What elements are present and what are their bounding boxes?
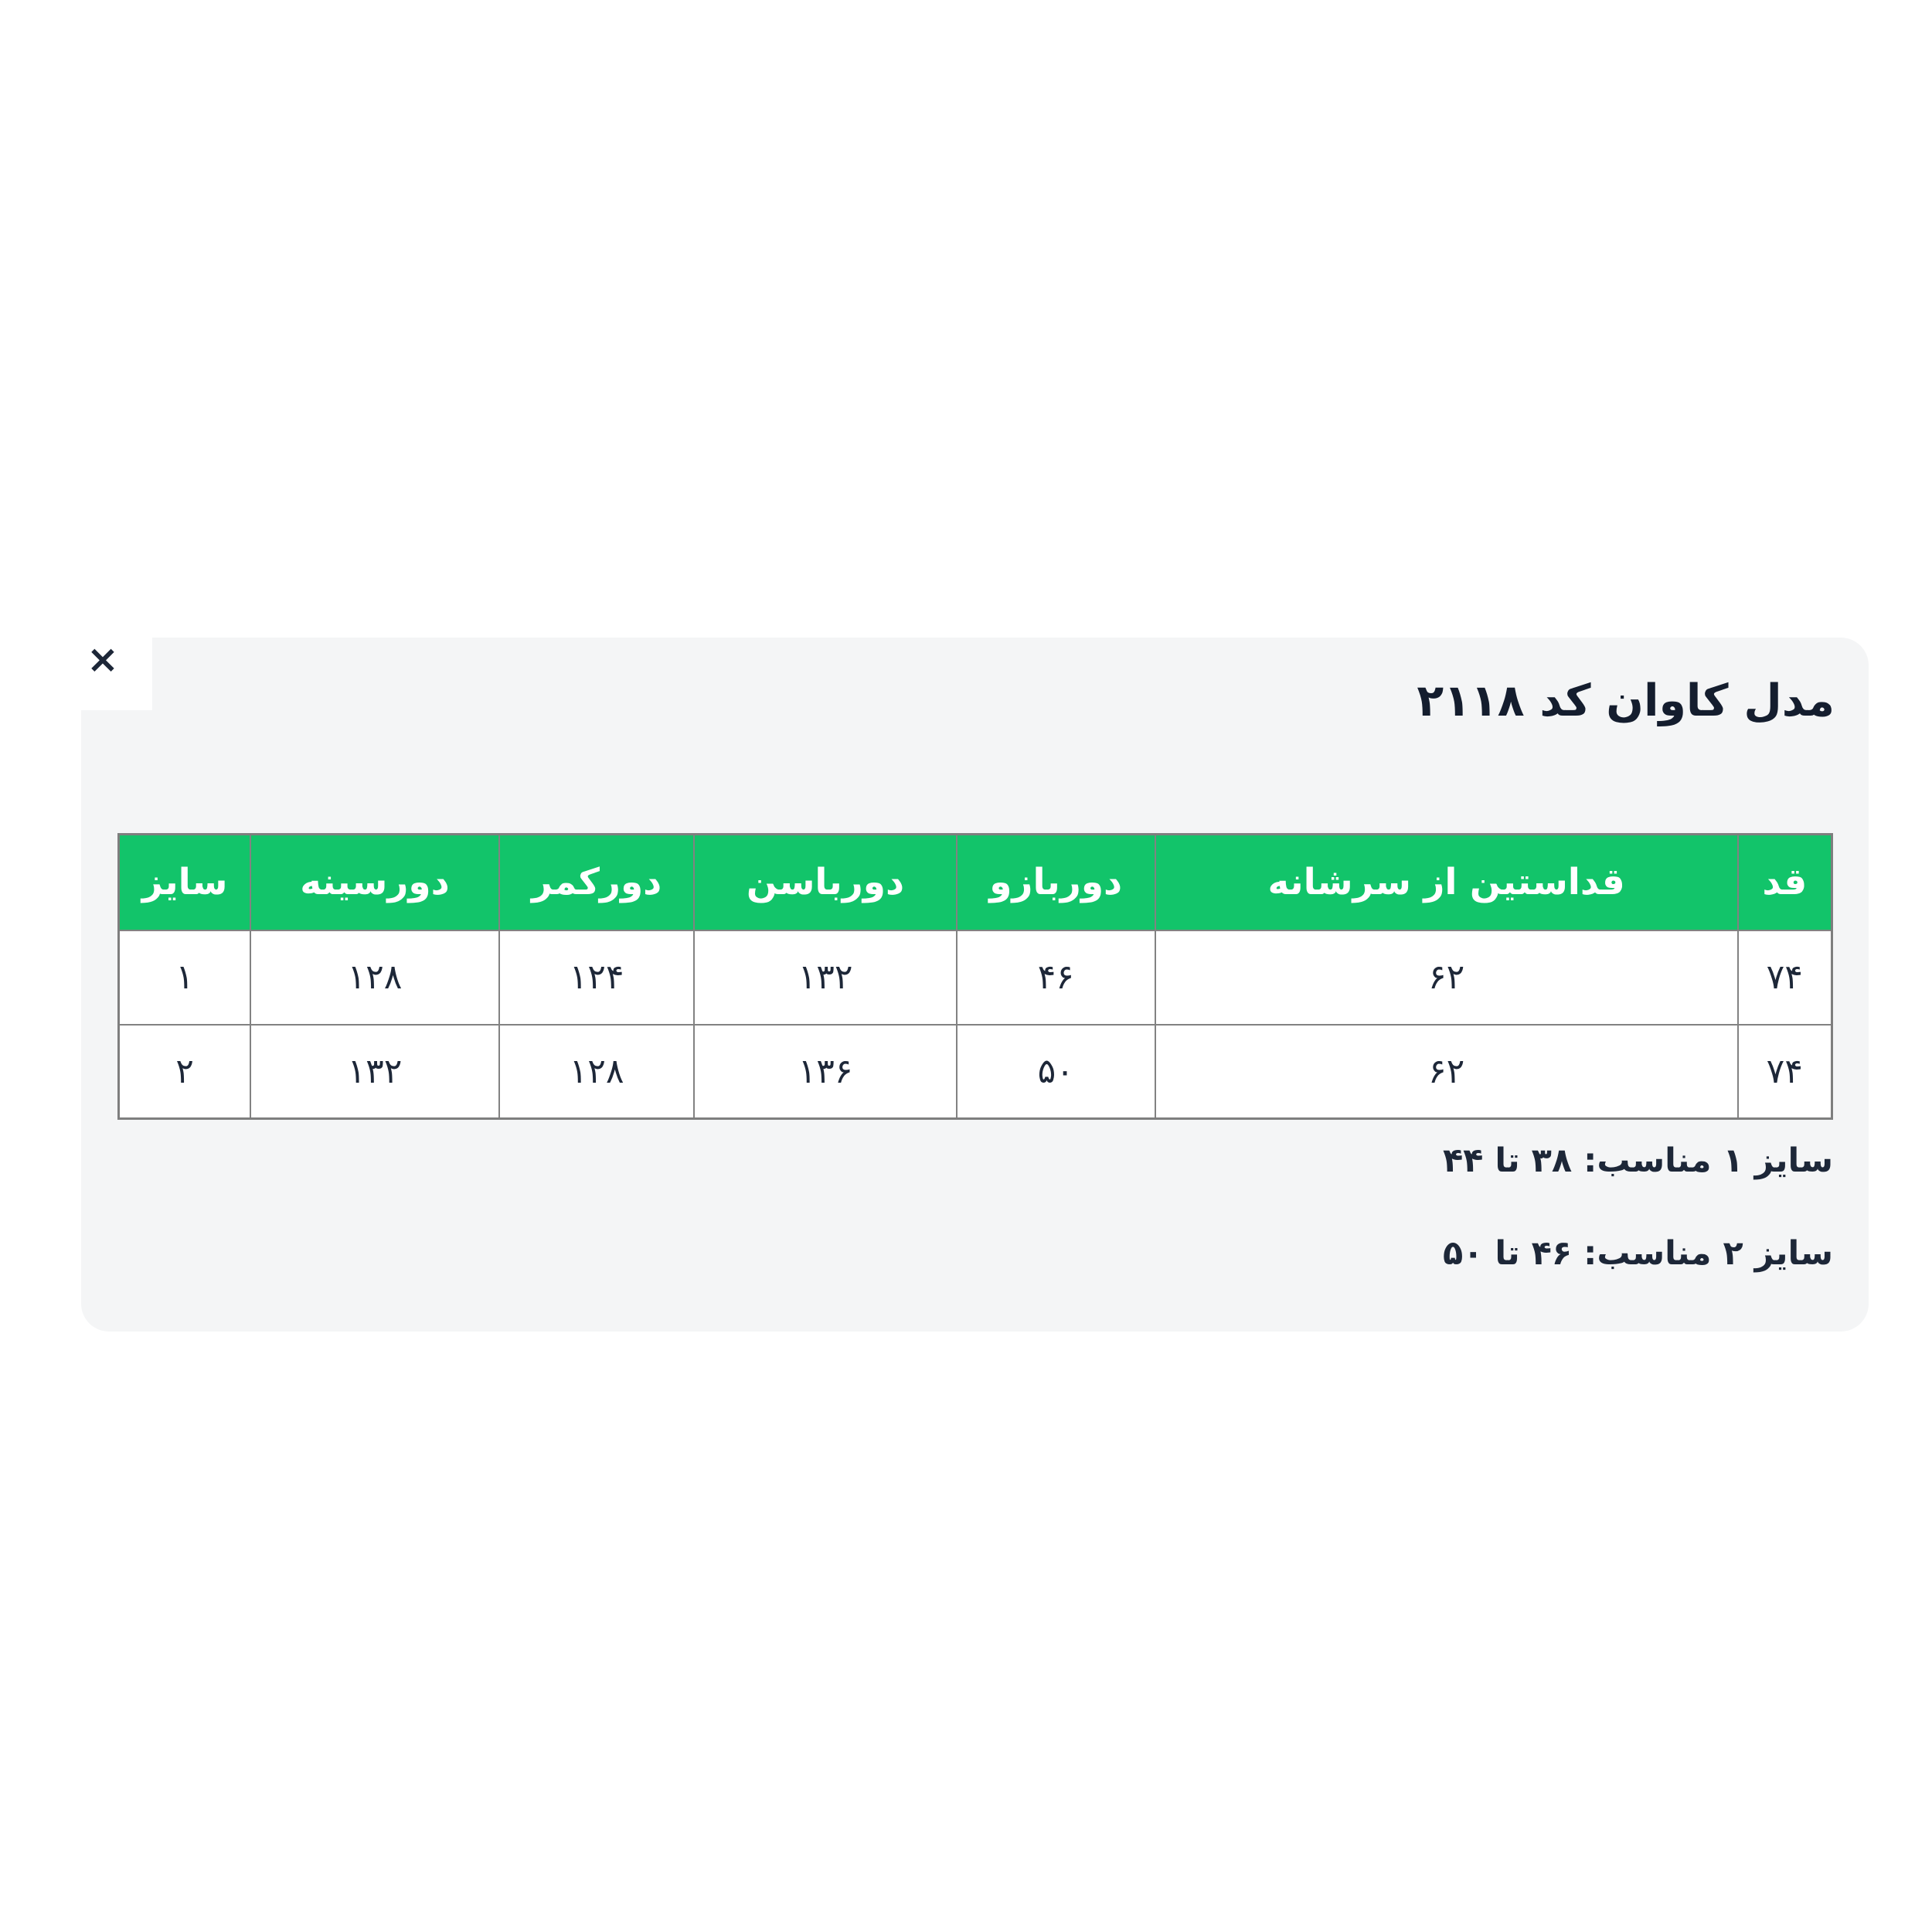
cell-hip: ۱۳۲ xyxy=(693,929,957,1026)
cell-arm: ۵۰ xyxy=(955,1023,1156,1120)
cell-arm: ۴۶ xyxy=(955,929,1156,1026)
cell-waist: ۱۲۴ xyxy=(498,929,696,1026)
col-header-hip: دورباسن xyxy=(693,833,957,931)
cell-sleeve-from-shoulder: ۶۲ xyxy=(1154,929,1739,1026)
cell-sleeve-from-shoulder: ۶۲ xyxy=(1154,1023,1739,1120)
close-icon: × xyxy=(87,637,119,682)
table-row-size-1: ۷۴ ۶۲ ۴۶ ۱۳۲ ۱۲۴ ۱۲۸ ۱ xyxy=(117,929,1833,1026)
cell-chest: ۱۲۸ xyxy=(250,929,500,1026)
cell-size: ۲ xyxy=(117,1023,252,1120)
size-chart-table: قد قداستین از سرشانه دوربازو دورباسن دور… xyxy=(117,833,1833,1120)
size-guide-modal: × مدل کاوان کد ۲۱۱۸ قد قداستین از سرشانه… xyxy=(81,638,1869,1332)
col-header-height: قد xyxy=(1736,833,1833,931)
modal-title: مدل کاوان کد ۲۱۱۸ xyxy=(1417,675,1835,726)
cell-chest: ۱۳۲ xyxy=(250,1023,500,1120)
table-header-row: قد قداستین از سرشانه دوربازو دورباسن دور… xyxy=(117,833,1833,931)
col-header-arm: دوربازو xyxy=(955,833,1156,931)
col-header-size: سایز xyxy=(117,833,252,931)
cell-waist: ۱۲۸ xyxy=(498,1023,696,1120)
cell-height: ۷۴ xyxy=(1736,929,1833,1026)
cell-hip: ۱۳۶ xyxy=(693,1023,957,1120)
close-button[interactable]: × xyxy=(81,638,124,681)
size-1-fit-note: سایز ۱ مناسب: ۳۸ تا ۴۴ xyxy=(1442,1141,1833,1180)
cell-height: ۷۴ xyxy=(1736,1023,1833,1120)
size-fit-notes: سایز ۱ مناسب: ۳۸ تا ۴۴ سایز ۲ مناسب: ۴۶ … xyxy=(1443,1138,1833,1276)
table-row-size-2: ۷۴ ۶۲ ۵۰ ۱۳۶ ۱۲۸ ۱۳۲ ۲ xyxy=(117,1023,1833,1120)
size-2-fit-note: سایز ۲ مناسب: ۴۶ تا ۵۰ xyxy=(1442,1234,1833,1273)
cell-size: ۱ xyxy=(117,929,252,1026)
col-header-waist: دورکمر xyxy=(498,833,696,931)
close-button-area: × xyxy=(81,638,152,710)
col-header-sleeve-from-shoulder: قداستین از سرشانه xyxy=(1154,833,1739,931)
col-header-chest: دورسینه xyxy=(250,833,500,931)
